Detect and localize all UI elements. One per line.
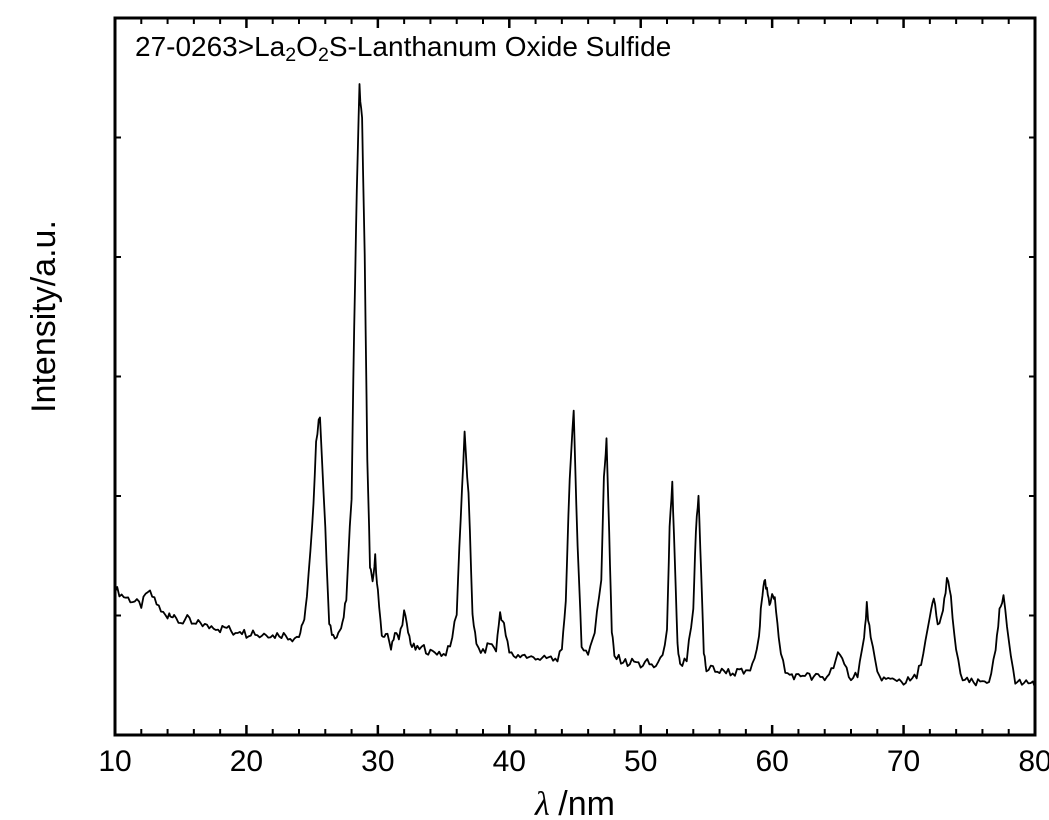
- chart-title: 27-0263>La2O2S-Lanthanum Oxide Sulfide: [135, 31, 671, 66]
- x-tick-label: 20: [230, 745, 263, 778]
- y-axis-label: Intensity/a.u.: [25, 220, 63, 413]
- x-tick-label: 60: [755, 745, 788, 778]
- x-tick-label: 40: [493, 745, 526, 778]
- x-tick-label: 80: [1018, 745, 1049, 778]
- x-tick-label: 50: [624, 745, 657, 778]
- x-axis-label: λ /nm: [534, 785, 615, 820]
- x-tick-label: 70: [887, 745, 920, 778]
- chart-svg: 10 20 30 40 50 60 70 80 λ /nm Intensity/a.u. 27-02…: [0, 0, 1049, 820]
- x-tick-label: 10: [98, 745, 131, 778]
- x-tick-label: 30: [361, 745, 394, 778]
- xrd-chart: 10 20 30 40 50 60 70 80 λ /nm Intensity/a.u. 27-02…: [0, 0, 1049, 820]
